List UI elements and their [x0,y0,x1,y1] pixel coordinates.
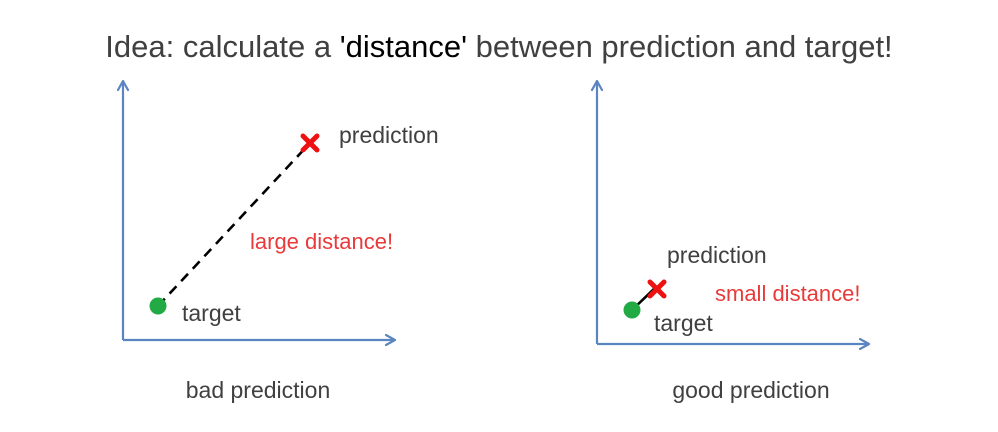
small-distance-label: small distance! [715,281,861,306]
page-title: Idea: calculate a 'distance' between pre… [105,29,892,64]
good-prediction-panel: prediction target small distance! good p… [597,82,868,403]
prediction-label-right: prediction [667,242,767,268]
distance-line-large [157,142,311,307]
target-label-right: target [654,310,713,336]
green-dot-icon [623,301,641,319]
prediction-label-left: prediction [339,122,439,148]
title-text-start: Idea: calculate a [105,29,339,64]
title-text-end: between prediction and target! [467,29,893,64]
bad-prediction-caption: bad prediction [186,377,331,403]
target-label-left: target [182,300,241,326]
bad-prediction-panel: prediction target large distance! bad pr… [123,82,439,403]
red-cross-icon [647,279,667,299]
good-prediction-caption: good prediction [672,377,829,403]
red-cross-icon [300,133,320,153]
title-emphasis: 'distance' [340,29,467,64]
large-distance-label: large distance! [250,229,393,254]
green-dot-icon [149,297,167,315]
